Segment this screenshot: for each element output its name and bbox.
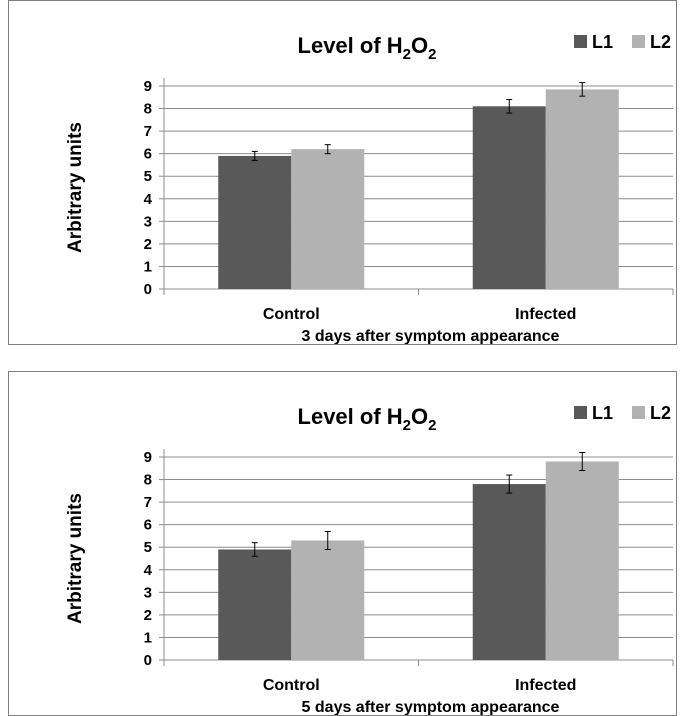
error-bar xyxy=(324,530,331,550)
chart-3-days: 0 1 2 3 4 5 6 7 8 9 Control Infected 3 days after sy… xyxy=(65,32,674,344)
legend-swatch xyxy=(574,406,587,419)
legend-swatch xyxy=(574,35,587,48)
legend-label: L2 xyxy=(650,32,671,52)
bar-l1-control xyxy=(218,155,292,289)
y-tick-label: 2 xyxy=(144,607,152,624)
y-tick-label: 3 xyxy=(144,213,152,230)
y-tick-label: 5 xyxy=(144,168,152,185)
y-tick-label: 4 xyxy=(144,562,153,579)
legend: L1 L2 xyxy=(574,32,671,52)
legend-item-l2: L2 xyxy=(632,403,671,423)
bar-l2-control xyxy=(291,149,365,289)
legend-swatch xyxy=(632,35,645,48)
chart-5-days: 0 1 2 3 4 5 6 7 8 9 Control Infected 5 days after sy… xyxy=(65,403,674,715)
bar-l1-infected xyxy=(472,484,546,660)
chart-title: Level of H2O2 xyxy=(298,33,437,63)
y-tick-label: 8 xyxy=(144,101,152,118)
category-label: Control xyxy=(263,677,320,694)
error-bar xyxy=(324,144,331,155)
y-tick-label: 4 xyxy=(144,191,153,208)
category-label: Control xyxy=(263,306,320,323)
y-tick-label: 6 xyxy=(144,146,152,163)
error-bar xyxy=(251,150,258,161)
legend-label: L1 xyxy=(592,403,613,423)
category-label: Infected xyxy=(515,306,576,323)
y-axis-title: Arbitrary units xyxy=(65,122,86,253)
legend-item-l1: L1 xyxy=(574,32,613,52)
bar-l2-infected xyxy=(545,89,619,289)
legend-item-l2: L2 xyxy=(632,32,671,52)
bar-l1-control xyxy=(218,549,292,660)
bar-l1-infected xyxy=(472,106,546,289)
x-axis-title: 5 days after symptom appearance xyxy=(302,699,560,715)
chart-panel-3-days: 0 1 2 3 4 5 6 7 8 9 Control Infected 3 days after sy… xyxy=(8,0,677,345)
y-tick-label: 1 xyxy=(144,629,152,646)
x-axis-title: 3 days after symptom appearance xyxy=(302,328,560,344)
legend-label: L1 xyxy=(592,32,613,52)
legend-label: L2 xyxy=(650,403,671,423)
y-tick-label: 7 xyxy=(144,123,152,140)
bar-l2-control xyxy=(291,540,365,660)
y-axis-title: Arbitrary units xyxy=(65,493,86,624)
y-tick-label: 7 xyxy=(144,494,152,511)
y-tick-label: 8 xyxy=(144,472,152,489)
legend-item-l1: L1 xyxy=(574,403,613,423)
error-bar xyxy=(579,451,586,472)
y-tick-label: 0 xyxy=(144,652,152,669)
error-bar xyxy=(506,99,513,114)
error-bar xyxy=(579,82,586,97)
chart-panel-5-days: 0 1 2 3 4 5 6 7 8 9 Control Infected 5 days after sy… xyxy=(8,371,677,716)
y-tick-label: 5 xyxy=(144,539,152,556)
chart-title: Level of H2O2 xyxy=(298,404,437,434)
y-tick-label: 0 xyxy=(144,281,152,298)
bar-l2-infected xyxy=(545,461,619,660)
y-tick-label: 6 xyxy=(144,517,152,534)
category-label: Infected xyxy=(515,677,576,694)
y-tick-label: 9 xyxy=(144,78,152,95)
error-bar xyxy=(506,474,513,494)
error-bar xyxy=(251,542,258,557)
y-tick-label: 2 xyxy=(144,236,152,253)
legend-swatch xyxy=(632,406,645,419)
legend: L1 L2 xyxy=(574,403,671,423)
y-tick-label: 9 xyxy=(144,449,152,466)
y-tick-label: 1 xyxy=(144,258,152,275)
y-tick-label: 3 xyxy=(144,584,152,601)
